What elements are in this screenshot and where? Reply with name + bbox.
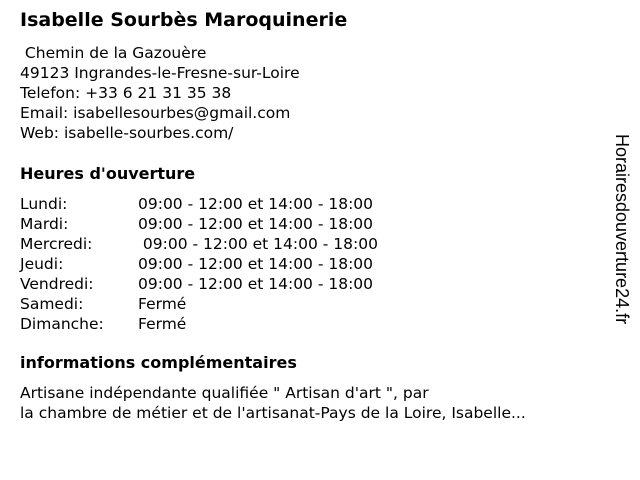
- day: Jeudi:: [20, 255, 64, 273]
- day: Dimanche:: [20, 315, 104, 333]
- day: Mercredi:: [20, 235, 93, 253]
- time: 09:00 - 12:00 et 14:00 - 18:00: [138, 195, 374, 213]
- city: 49123 Ingrandes-le-Fresne-sur-Loire: [20, 64, 300, 82]
- hours-row: Mercredi: 09:00 - 12:00 et 14:00 - 18:00: [20, 234, 378, 254]
- day: Lundi:: [20, 195, 68, 213]
- hours-row: Samedi: Fermé: [20, 294, 378, 314]
- time: 09:00 - 12:00 et 14:00 - 18:00: [138, 235, 378, 253]
- hours-row: Jeudi: 09:00 - 12:00 et 14:00 - 18:00: [20, 254, 378, 274]
- email: Email: isabellesourbes@gmail.com: [20, 104, 291, 122]
- time: Fermé: [138, 315, 187, 333]
- time: 09:00 - 12:00 et 14:00 - 18:00: [138, 215, 374, 233]
- day: Mardi:: [20, 215, 69, 233]
- info-text: Artisane indépendante qualifiée " Artisa…: [20, 383, 526, 423]
- watermark: Horairesdouverture24.fr: [612, 134, 632, 325]
- time: Fermé: [138, 295, 187, 313]
- info-line: Artisane indépendante qualifiée " Artisa…: [20, 384, 429, 402]
- hours-table: Lundi: 09:00 - 12:00 et 14:00 - 18:00 Mar…: [20, 194, 378, 334]
- time: 09:00 - 12:00 et 14:00 - 18:00: [138, 255, 374, 273]
- day: Samedi:: [20, 295, 84, 313]
- hours-row: Lundi: 09:00 - 12:00 et 14:00 - 18:00: [20, 194, 378, 214]
- info-line: la chambre de métier et de l'artisanat-P…: [20, 404, 526, 422]
- website: Web: isabelle-sourbes.com/: [20, 124, 234, 142]
- contact-block: Chemin de la Gazouère 49123 Ingrandes-le…: [20, 43, 300, 143]
- info-heading: informations complémentaires: [20, 353, 297, 372]
- time: 09:00 - 12:00 et 14:00 - 18:00: [138, 275, 374, 293]
- hours-row: Mardi: 09:00 - 12:00 et 14:00 - 18:00: [20, 214, 378, 234]
- hours-row: Vendredi: 09:00 - 12:00 et 14:00 - 18:00: [20, 274, 378, 294]
- phone: Telefon: +33 6 21 31 35 38: [20, 84, 232, 102]
- hours-row: Dimanche: Fermé: [20, 314, 378, 334]
- day: Vendredi:: [20, 275, 94, 293]
- business-name: Isabelle Sourbès Maroquinerie: [20, 9, 348, 31]
- hours-heading: Heures d'ouverture: [20, 164, 196, 183]
- street: Chemin de la Gazouère: [20, 44, 207, 62]
